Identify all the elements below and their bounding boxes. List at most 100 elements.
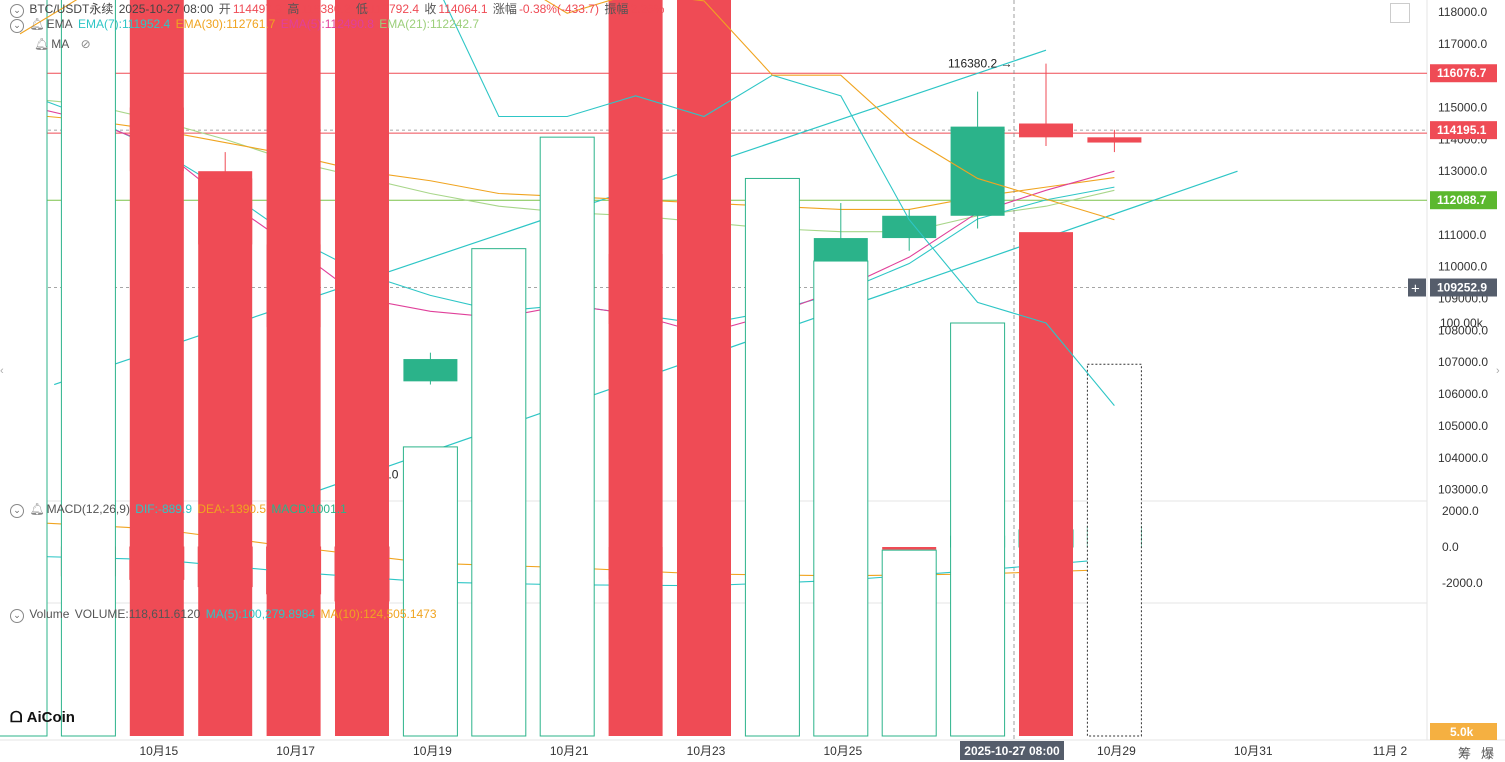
price-badge-label: 112088.7	[1437, 193, 1487, 207]
close-label: 收	[424, 2, 437, 16]
high-label: 高	[287, 2, 300, 16]
bell-icon[interactable]: 🔔︎	[29, 17, 45, 31]
collapse-icon[interactable]: ⌄	[10, 609, 24, 623]
collapse-icon[interactable]: ⌄	[10, 504, 24, 518]
bell-icon[interactable]: 🔔︎	[34, 37, 50, 51]
price-tick-label: 110000.0	[1438, 260, 1487, 274]
price-badge-label: 114195.1	[1437, 123, 1487, 137]
high-value: 116380.2	[301, 2, 351, 16]
candlestick	[882, 215, 937, 239]
price-tick-label: 105000.0	[1438, 419, 1488, 433]
time-tick-label: 10月15	[139, 744, 178, 758]
volume-bar	[0, 0, 48, 737]
price-badge	[1430, 278, 1497, 297]
add-line-button	[1408, 278, 1426, 297]
cursor-time-badge	[960, 741, 1064, 760]
open-label: 开	[218, 2, 231, 16]
eye-hidden-icon[interactable]: ⊘	[80, 37, 91, 51]
aicoin-logo: ᗝ AiCoin	[10, 709, 75, 726]
volume-ma5-value: MA(5):100,279.8984	[205, 607, 316, 621]
right-collapse-icon[interactable]: ›	[1496, 365, 1500, 377]
time-tick-label: 10月29	[1097, 744, 1136, 758]
time-tick-label: 10月19	[413, 744, 452, 758]
volume-badge-label: 5.0k	[1450, 725, 1474, 739]
volume-bar	[198, 178, 253, 736]
macd-tick-label: 0.0	[1442, 540, 1459, 554]
collapse-icon[interactable]: ⌄	[10, 19, 24, 33]
time-tick-label: 10月17	[276, 744, 315, 758]
low-label: 低	[355, 2, 368, 16]
ema-indicator-name[interactable]: EMA	[46, 17, 73, 31]
candlestick	[1019, 123, 1073, 138]
time-tick-label: 10月25	[823, 744, 862, 758]
price-badge-label: 109252.9	[1437, 281, 1487, 295]
time-tick-label: 11月 2	[1373, 744, 1408, 758]
ma-legend: 🔔︎ MA ⊘	[34, 37, 93, 51]
header-bar: ⌄ BTC/USDT永续 2025-10-27 08:00 开 114497.9 …	[10, 0, 666, 18]
ema5-value: EMA(5):112490.8	[280, 17, 374, 31]
candle-datetime: 2025-10-27 08:00	[118, 2, 214, 16]
fullscreen-icon[interactable]	[1390, 3, 1410, 23]
price-tick-label: 104000.0	[1438, 451, 1488, 465]
open-value: 114497.9	[232, 2, 282, 16]
time-tick-label: 10月21	[550, 744, 589, 758]
left-collapse-icon[interactable]: ‹	[0, 365, 4, 377]
volume-bar	[881, 549, 937, 737]
amplitude-value: 2.26%	[630, 2, 665, 16]
price-tick-label: 107000.0	[1438, 355, 1488, 369]
volume-ma10-line	[19, 0, 1115, 221]
price-tick-label: 106000.0	[1438, 387, 1488, 401]
price-tick-label: 103000.0	[1438, 483, 1488, 497]
volume-indicator-name[interactable]: Volume	[29, 607, 70, 621]
volume-bar	[60, 0, 116, 737]
price-tick-label: 115000.0	[1438, 101, 1487, 115]
time-tick-label: 10月23	[687, 744, 726, 758]
volume-bar	[1019, 232, 1073, 736]
volume-bar	[471, 248, 527, 737]
high-annotation: 116380.2 →	[948, 57, 1013, 71]
macd-value: MACD:1001.1	[271, 502, 347, 516]
volume-bar	[813, 260, 869, 737]
price-badge-label: 116076.7	[1437, 66, 1487, 80]
volume-bar	[266, 0, 321, 736]
liquidation-icon[interactable]: 爆	[1481, 746, 1495, 761]
volume-bar	[402, 446, 458, 737]
volume-badge	[1430, 723, 1497, 740]
collapse-toggle-icon[interactable]: ⌄	[10, 4, 24, 18]
candlestick	[950, 126, 1005, 216]
price-badge	[1430, 191, 1497, 210]
price-badge	[1430, 64, 1497, 83]
price-badge	[1430, 121, 1497, 140]
macd-tick-label: 2000.0	[1442, 504, 1479, 518]
close-value: 114064.1	[438, 2, 488, 16]
time-tick-label: 10月31	[1234, 744, 1273, 758]
volume-legend: ⌄ Volume VOLUME:118,611.6120 MA(5):100,2…	[10, 607, 439, 623]
dea-value: DEA:-1390.5	[197, 502, 267, 516]
ema21-value: EMA(21):112242.7	[379, 17, 480, 31]
macd-histogram-bar	[882, 547, 937, 550]
ma-indicator-name[interactable]: MA	[51, 37, 70, 51]
ema7-value: EMA(7):111952.4	[77, 17, 171, 31]
volume-ma10-value: MA(10):124,505.1473	[320, 607, 437, 621]
bell-icon[interactable]: 🔔︎	[29, 502, 45, 516]
price-tick-label: 111000.0	[1438, 228, 1487, 242]
candlestick	[403, 359, 458, 382]
volume-bar	[1086, 363, 1142, 737]
price-tick-label: 108000.0	[1438, 323, 1488, 337]
plus-icon: +	[1411, 281, 1420, 298]
volume-value: VOLUME:118,611.6120	[74, 607, 201, 621]
cursor-time-label: 2025-10-27 08:00	[964, 744, 1060, 758]
price-tick-label: 118000.0	[1438, 5, 1487, 19]
low-value: 113792.4	[369, 2, 420, 16]
ema30-value: EMA(30):112761.7	[175, 17, 276, 31]
chip-icon[interactable]: 筹	[1458, 746, 1472, 761]
change-value: -0.38%(-433.7)	[518, 2, 599, 16]
symbol-name[interactable]: BTC/USDT永续	[29, 2, 114, 16]
ema-legend: ⌄ 🔔︎ EMA EMA(7):111952.4 EMA(30):112761.7…	[10, 17, 481, 33]
volume-tick-label: 100.00k	[1440, 316, 1484, 330]
macd-indicator-name[interactable]: MACD(12,26,9)	[46, 502, 130, 516]
volume-bar	[335, 0, 389, 736]
volume-bar	[950, 322, 1006, 737]
